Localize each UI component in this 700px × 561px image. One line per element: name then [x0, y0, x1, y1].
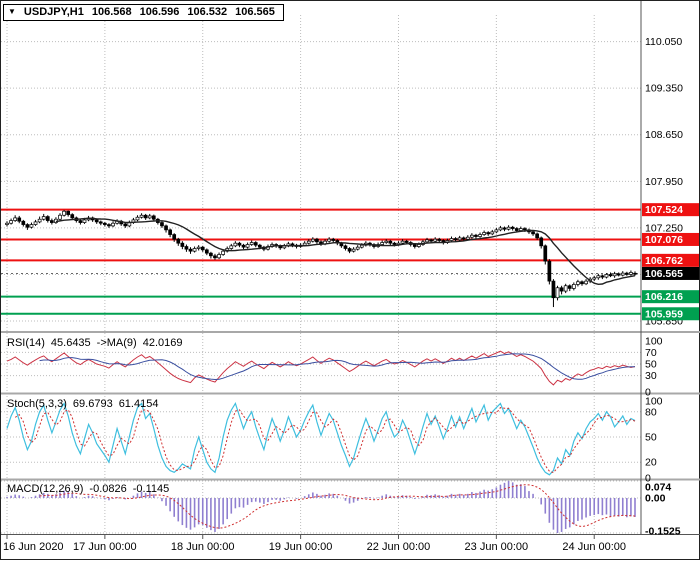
- stoch-k-value: 69.6793: [72, 398, 113, 410]
- svg-text:106.565: 106.565: [645, 268, 683, 280]
- svg-text:107.524: 107.524: [645, 204, 683, 216]
- rsi-tick-label: 0: [645, 387, 651, 399]
- symbol-period-label: USDJPY,H1: [23, 6, 84, 18]
- stoch-tick-label: 50: [645, 432, 657, 444]
- high-value: 106.596: [139, 6, 180, 18]
- level-price-box: [642, 290, 699, 304]
- macd-tick-label: -0.1525: [645, 526, 681, 538]
- price-tick-label: 109.350: [645, 83, 683, 95]
- price-ma-line: [55, 217, 636, 286]
- open-value: 106.568: [91, 6, 132, 18]
- level-price-box: [642, 253, 699, 267]
- rsi-value: 45.6435: [50, 337, 91, 349]
- macd-panel-title: MACD(12,26,9) -0.0826 -0.1145: [7, 483, 169, 495]
- time-tick-label: 16 Jun 2020: [3, 541, 64, 553]
- stoch-tick-label: 100: [645, 396, 663, 408]
- time-axis[interactable]: 16 Jun 2020 17 Jun 00:00 18 Jun 00:00 19 Ju…: [3, 535, 626, 553]
- time-tick-label: 22 Jun 00:00: [367, 541, 431, 553]
- macd-value: -0.0826: [89, 483, 127, 495]
- ohlc-header[interactable]: ▼ USDJPY,H1 106.568 106.596 106.532 106.…: [3, 4, 284, 21]
- price-tick-label: 107.950: [645, 176, 683, 188]
- price-tick-label: 108.650: [645, 129, 683, 141]
- level-price-box: [642, 307, 699, 321]
- stochastic-panel-title: Stoch(5,3,3) 69.6793 61.4154: [7, 398, 158, 410]
- gridlines: [1, 15, 641, 534]
- rsi-ma-value: 42.0169: [142, 337, 183, 349]
- time-tick-label: 24 Jun 00:00: [562, 541, 626, 553]
- rsi-name: RSI(14): [7, 337, 45, 349]
- stoch-d-value: 61.4154: [118, 398, 159, 410]
- rsi-lines: [6, 350, 636, 386]
- panel-separators[interactable]: [1, 1, 700, 535]
- price-tick-label: 107.250: [645, 222, 683, 234]
- low-value: 106.532: [187, 6, 228, 18]
- macd-signal-value: -0.1145: [132, 483, 170, 495]
- svg-text:107.076: 107.076: [645, 234, 683, 246]
- stochastic-lines: [6, 401, 636, 476]
- time-tick-label: 17 Jun 00:00: [73, 541, 137, 553]
- stoch-tick-label: 0: [645, 473, 651, 485]
- current-price-box: [642, 266, 699, 280]
- time-tick-label: 23 Jun 00:00: [465, 541, 529, 553]
- svg-text:106.762: 106.762: [645, 255, 683, 267]
- rsi-ma-name: ->MA(9): [96, 337, 137, 349]
- price-tick-label: 110.050: [645, 36, 682, 48]
- macd-histogram: [6, 481, 636, 533]
- level-price-box: [642, 232, 699, 246]
- svg-text:105.959: 105.959: [645, 308, 683, 320]
- close-value: 106.565: [235, 6, 275, 18]
- level-lines[interactable]: [1, 208, 641, 315]
- rsi-tick-label: 50: [645, 359, 657, 371]
- macd-tick-label: 0.074: [645, 482, 671, 494]
- stoch-tick-label: 20: [645, 457, 657, 469]
- symbol-dropdown-icon[interactable]: ▼: [8, 7, 16, 16]
- rsi-panel-title: RSI(14) 45.6435 ->MA(9) 42.0169: [7, 337, 182, 349]
- macd-name: MACD(12,26,9): [7, 483, 84, 495]
- svg-text:106.216: 106.216: [645, 291, 683, 303]
- time-tick-label: 18 Jun 00:00: [171, 541, 235, 553]
- candlesticks[interactable]: [5, 209, 637, 308]
- stoch-name: Stoch(5,3,3): [7, 398, 67, 410]
- level-price-box: [642, 203, 699, 217]
- time-tick-label: 19 Jun 00:00: [269, 541, 333, 553]
- stoch-tick-label: 80: [645, 406, 657, 418]
- price-axis[interactable]: 110.050 109.350 108.650 107.950 107.250 106.5…: [642, 36, 699, 538]
- macd-tick-label: 0.00: [645, 492, 666, 504]
- rsi-tick-label: 70: [645, 347, 657, 359]
- rsi-tick-label: 30: [645, 370, 657, 382]
- rsi-tick-label: 100: [645, 336, 663, 348]
